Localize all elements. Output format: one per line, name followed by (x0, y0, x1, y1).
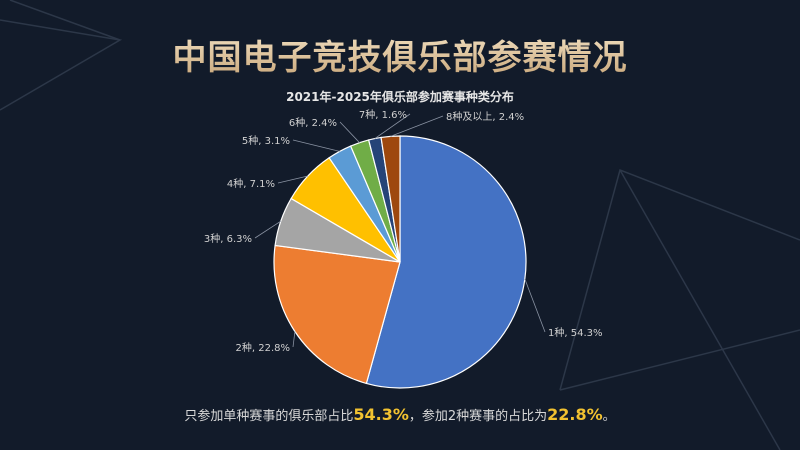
data-label: 5种, 3.1% (242, 134, 290, 147)
data-label: 7种, 1.6% (359, 108, 407, 121)
leader-line (292, 139, 340, 152)
data-label: 4种, 7.1% (227, 177, 275, 190)
leader-line (524, 278, 546, 333)
data-label: 3种, 6.3% (204, 232, 252, 245)
leader-line (390, 115, 444, 137)
note-highlight-1: 54.3% (353, 405, 409, 424)
chart-title: 2021年-2025年俱乐部参加赛事种类分布 (286, 90, 514, 104)
note-text: ，参加2种赛事的占比为 (408, 409, 548, 424)
data-label: 8种及以上, 2.4% (446, 110, 524, 123)
leader-line (254, 220, 282, 239)
data-label: 1种, 54.3% (548, 326, 603, 339)
leader-line (374, 113, 411, 139)
summary-note: 只参加单种赛事的俱乐部占比54.3%，参加2种赛事的占比为22.8%。 (0, 405, 800, 424)
note-highlight-2: 22.8% (547, 405, 603, 424)
leader-line (277, 175, 308, 184)
leader-line (339, 121, 360, 143)
pie-slice-2 (273, 244, 401, 385)
data-label: 6种, 2.4% (289, 116, 337, 129)
data-label: 2种, 22.8% (236, 341, 291, 354)
note-text: 。 (602, 409, 616, 424)
leader-line (292, 331, 296, 348)
note-text: 只参加单种赛事的俱乐部占比 (184, 409, 354, 424)
page-title: 中国电子竞技俱乐部参赛情况 (0, 30, 800, 79)
